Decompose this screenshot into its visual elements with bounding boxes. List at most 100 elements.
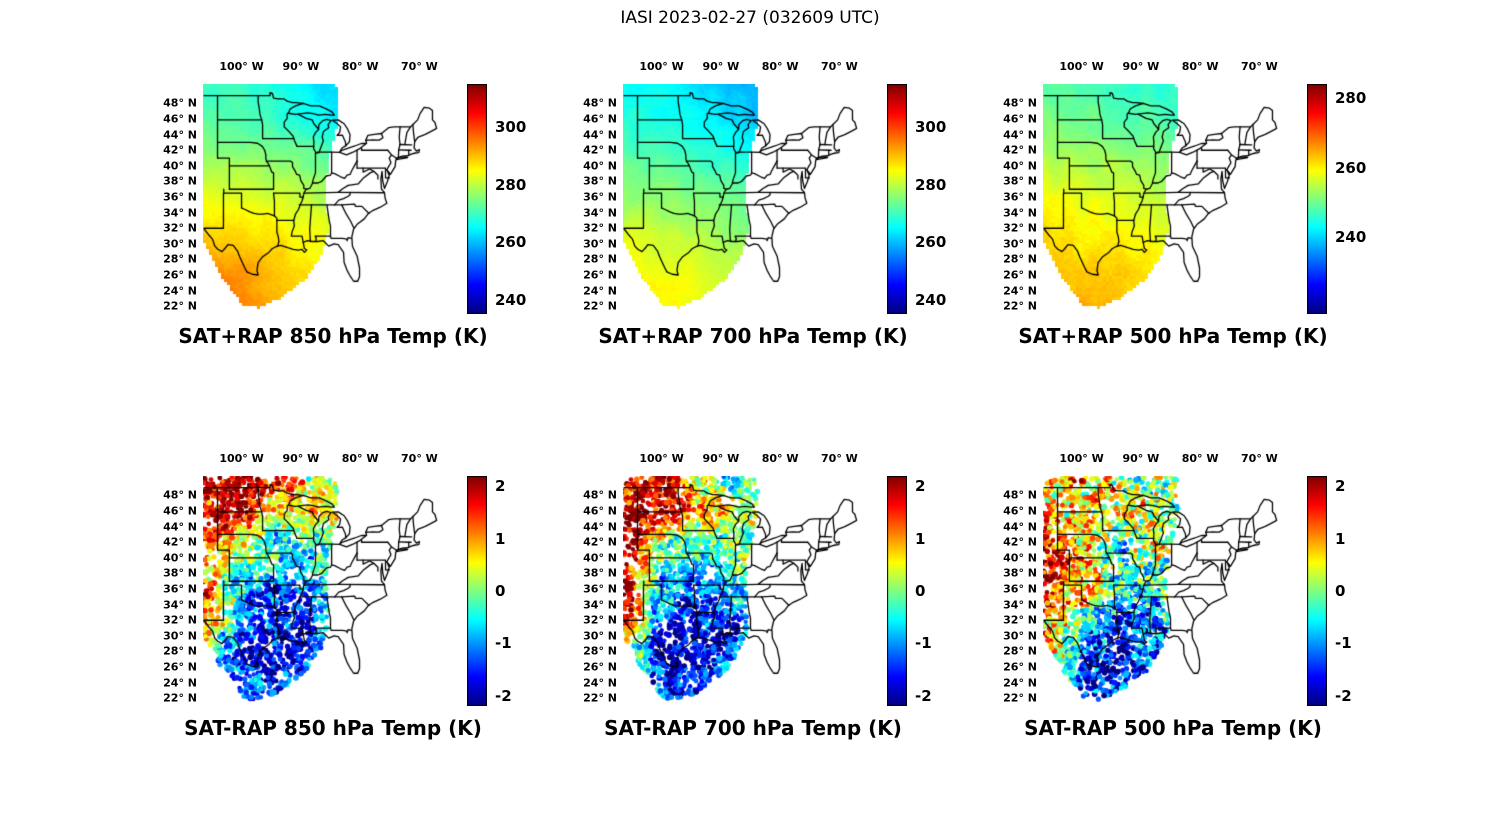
panel-title: SAT+RAP 850 hPa Temp (K) xyxy=(178,324,488,348)
lat-tick-label: 32° N xyxy=(1003,613,1037,627)
lat-tick-label: 30° N xyxy=(163,237,197,251)
lat-tick-label: 40° N xyxy=(1003,159,1037,173)
colorbar-tick-label: 300 xyxy=(915,118,947,137)
colorbar-tick-label: -1 xyxy=(1335,634,1352,653)
lon-tick-label: 80° W xyxy=(341,452,379,465)
colorbar-tick-label: 2 xyxy=(915,477,926,496)
lat-tick-label: 42° N xyxy=(583,143,617,157)
lat-tick-label: 26° N xyxy=(1003,268,1037,282)
colorbar xyxy=(887,84,907,314)
lat-tick-label: 44° N xyxy=(583,128,617,142)
map-canvas-sat-plus-rap-500 xyxy=(1043,84,1295,314)
lat-tick-label: 46° N xyxy=(1003,504,1037,518)
lat-tick-label: 24° N xyxy=(163,676,197,690)
lat-tick-label: 36° N xyxy=(1003,190,1037,204)
lat-tick-label: 26° N xyxy=(1003,660,1037,674)
lat-tick-label: 48° N xyxy=(1003,96,1037,110)
lat-tick-label: 22° N xyxy=(163,299,197,313)
lat-tick-label: 38° N xyxy=(1003,174,1037,188)
lon-tick-label: 100° W xyxy=(1059,452,1104,465)
colorbar-tick-label: 1 xyxy=(1335,529,1346,548)
lat-tick-label: 30° N xyxy=(583,237,617,251)
lat-tick-label: 44° N xyxy=(1003,520,1037,534)
lon-tick-label: 100° W xyxy=(219,60,264,73)
lat-tick-label: 26° N xyxy=(163,268,197,282)
lat-tick-label: 48° N xyxy=(583,488,617,502)
map-panel-sat-minus-rap-700: 100° W 90° W 80° W 70° W 48° N 46° N 44° N 42° … xyxy=(553,444,993,760)
lat-tick-label: 34° N xyxy=(163,206,197,220)
colorbar-tick-label: 260 xyxy=(915,233,947,252)
colorbar xyxy=(887,476,907,706)
map-panel-sat-plus-rap-850: 100° W 90° W 80° W 70° W 48° N 46° N 44° N 42° … xyxy=(133,52,573,368)
lat-tick-label: 22° N xyxy=(583,299,617,313)
lon-tick-label: 70° W xyxy=(401,60,438,73)
lon-tick-label: 90° W xyxy=(702,60,740,73)
lat-tick-label: 30° N xyxy=(1003,629,1037,643)
lat-tick-label: 48° N xyxy=(163,96,197,110)
panel-title: SAT-RAP 500 hPa Temp (K) xyxy=(1024,716,1322,740)
lon-tick-label: 80° W xyxy=(341,60,379,73)
colorbar-tick-label: 300 xyxy=(495,118,527,137)
lat-tick-label: 26° N xyxy=(163,660,197,674)
lon-tick-label: 90° W xyxy=(1122,452,1160,465)
colorbar-tick-label: 280 xyxy=(495,175,527,194)
colorbar-tick-label: 280 xyxy=(1335,88,1367,107)
lat-tick-label: 36° N xyxy=(163,582,197,596)
lat-tick-label: 48° N xyxy=(163,488,197,502)
lon-tick-label: 100° W xyxy=(1059,60,1104,73)
lat-tick-label: 44° N xyxy=(163,520,197,534)
map-canvas-sat-minus-rap-700 xyxy=(623,476,875,706)
lat-tick-label: 28° N xyxy=(163,252,197,266)
colorbar xyxy=(1307,84,1327,314)
lat-tick-label: 44° N xyxy=(583,520,617,534)
lat-tick-label: 36° N xyxy=(163,190,197,204)
map-canvas-sat-plus-rap-700 xyxy=(623,84,875,314)
colorbar-tick-label: 240 xyxy=(495,290,527,309)
lon-tick-label: 100° W xyxy=(639,452,684,465)
lat-tick-label: 42° N xyxy=(583,535,617,549)
lat-tick-label: 38° N xyxy=(583,566,617,580)
lat-tick-label: 34° N xyxy=(583,206,617,220)
colorbar-tick-label: -2 xyxy=(915,686,932,705)
map-canvas-sat-minus-rap-500 xyxy=(1043,476,1295,706)
lon-tick-label: 100° W xyxy=(219,452,264,465)
lat-tick-label: 32° N xyxy=(163,613,197,627)
lat-tick-label: 30° N xyxy=(163,629,197,643)
colorbar xyxy=(467,84,487,314)
lat-tick-label: 46° N xyxy=(583,112,617,126)
colorbar-tick-label: -1 xyxy=(915,634,932,653)
lat-tick-label: 22° N xyxy=(1003,691,1037,705)
map-panel-sat-plus-rap-700: 100° W 90° W 80° W 70° W 48° N 46° N 44° N 42° … xyxy=(553,52,993,368)
colorbar-tick-label: 2 xyxy=(495,477,506,496)
colorbar xyxy=(467,476,487,706)
lon-tick-label: 70° W xyxy=(821,452,858,465)
lon-tick-label: 80° W xyxy=(1181,60,1219,73)
lat-tick-label: 24° N xyxy=(583,676,617,690)
panel-title: SAT-RAP 850 hPa Temp (K) xyxy=(184,716,482,740)
figure-title: IASI 2023-02-27 (032609 UTC) xyxy=(620,8,880,28)
lat-tick-label: 42° N xyxy=(163,143,197,157)
lat-tick-label: 24° N xyxy=(583,284,617,298)
lat-tick-label: 36° N xyxy=(1003,582,1037,596)
lat-tick-label: 22° N xyxy=(163,691,197,705)
colorbar-tick-label: 260 xyxy=(495,233,527,252)
lon-tick-label: 70° W xyxy=(821,60,858,73)
lat-tick-label: 34° N xyxy=(583,598,617,612)
lat-tick-label: 48° N xyxy=(1003,488,1037,502)
lat-tick-label: 22° N xyxy=(583,691,617,705)
map-panel-sat-minus-rap-500: 100° W 90° W 80° W 70° W 48° N 46° N 44° N 42° … xyxy=(973,444,1413,760)
panel-title: SAT+RAP 700 hPa Temp (K) xyxy=(598,324,908,348)
lat-tick-label: 30° N xyxy=(583,629,617,643)
colorbar-tick-label: 2 xyxy=(1335,477,1346,496)
lat-tick-label: 40° N xyxy=(163,551,197,565)
lat-tick-label: 40° N xyxy=(163,159,197,173)
lat-tick-label: 34° N xyxy=(163,598,197,612)
lat-tick-label: 42° N xyxy=(163,535,197,549)
map-canvas-sat-minus-rap-850 xyxy=(203,476,455,706)
panel-title: SAT-RAP 700 hPa Temp (K) xyxy=(604,716,902,740)
lon-tick-label: 90° W xyxy=(1122,60,1160,73)
lat-tick-label: 34° N xyxy=(1003,206,1037,220)
colorbar-tick-label: 1 xyxy=(495,529,506,548)
lat-tick-label: 24° N xyxy=(1003,284,1037,298)
